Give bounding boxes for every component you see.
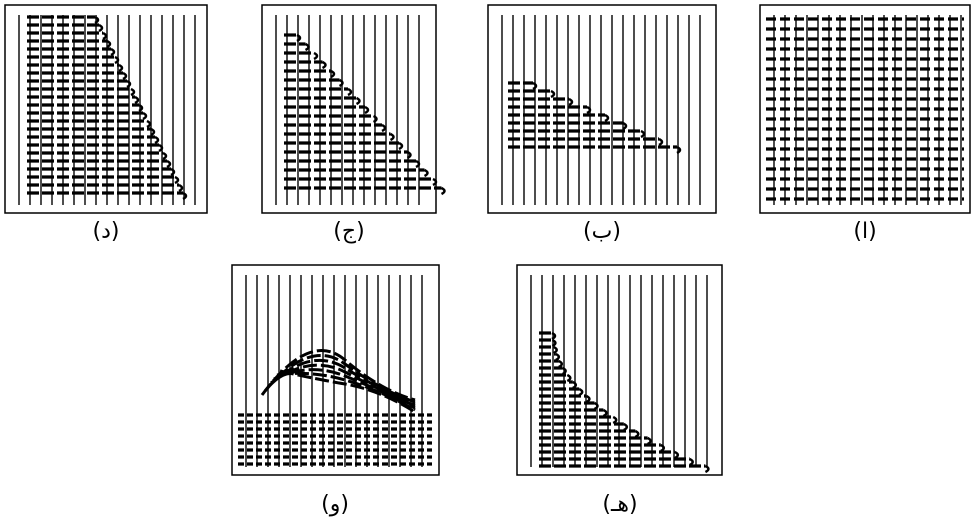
weft-turn <box>381 123 387 133</box>
weft-arch <box>270 363 416 408</box>
weft-turn <box>604 113 610 123</box>
weft-turn <box>586 105 592 115</box>
weft-turn <box>432 177 438 187</box>
weft-turn <box>158 143 164 153</box>
panel-box <box>487 4 717 214</box>
weft-turn <box>313 51 319 61</box>
weft-turn <box>389 132 395 142</box>
weft-turn <box>532 81 538 91</box>
panel-box <box>231 264 440 476</box>
weft-turn <box>114 55 120 65</box>
weft-turn <box>106 39 112 49</box>
weft-turn <box>347 87 353 97</box>
weft-turn <box>170 167 176 177</box>
weft-turn <box>658 137 664 147</box>
weft-turn <box>364 105 370 115</box>
weft-turn <box>94 15 100 25</box>
weft-turn <box>138 103 144 113</box>
panel-label: (ا) <box>853 219 876 244</box>
weft-turn <box>304 42 310 52</box>
weft-turn <box>150 127 156 137</box>
weft-turn <box>406 150 412 160</box>
weft-turn <box>142 111 148 121</box>
panel-label: (ج) <box>333 219 364 244</box>
weft-turn <box>182 191 188 201</box>
weft-turn <box>296 33 302 43</box>
weft-turn <box>330 69 336 79</box>
weft-turn <box>130 87 136 97</box>
weft-turn <box>372 114 378 124</box>
weft-turn <box>550 89 556 99</box>
weft-turn <box>166 159 172 169</box>
weft-turn <box>98 23 104 33</box>
weft-turn <box>338 78 344 88</box>
weft-turn <box>110 47 116 57</box>
weft-turn <box>134 95 140 105</box>
weft-turn <box>122 71 128 81</box>
weft-arch <box>279 369 416 414</box>
weft-arch <box>260 349 416 402</box>
panel-label: (هـ) <box>602 492 637 517</box>
weft-turn <box>551 331 557 341</box>
panel-label: (ب) <box>583 219 621 244</box>
weft-turn <box>126 79 132 89</box>
weft-turn <box>423 168 429 178</box>
weft-turn <box>704 464 710 474</box>
weft-turn <box>676 145 682 155</box>
weft-turn <box>622 121 628 131</box>
weft-turn <box>118 63 124 73</box>
weft-turn <box>102 31 108 41</box>
weft-turn <box>415 159 421 169</box>
weft-turn <box>440 186 446 196</box>
weft-turn <box>321 60 327 70</box>
weft-turn <box>174 175 180 185</box>
weft-turn <box>146 119 152 129</box>
weft-turn <box>551 338 557 348</box>
weft-turn <box>154 135 160 145</box>
weft-turn <box>566 373 572 383</box>
panel-label: (د) <box>93 219 120 244</box>
weft-turn <box>398 141 404 151</box>
panel-label: (و) <box>321 492 349 517</box>
weft-arch <box>266 358 416 406</box>
weft-turn <box>355 96 361 106</box>
weft-turn <box>178 183 184 193</box>
weft-turn <box>568 97 574 107</box>
weft-turn <box>640 129 646 139</box>
weft-turn <box>162 151 168 161</box>
panels <box>4 4 971 476</box>
